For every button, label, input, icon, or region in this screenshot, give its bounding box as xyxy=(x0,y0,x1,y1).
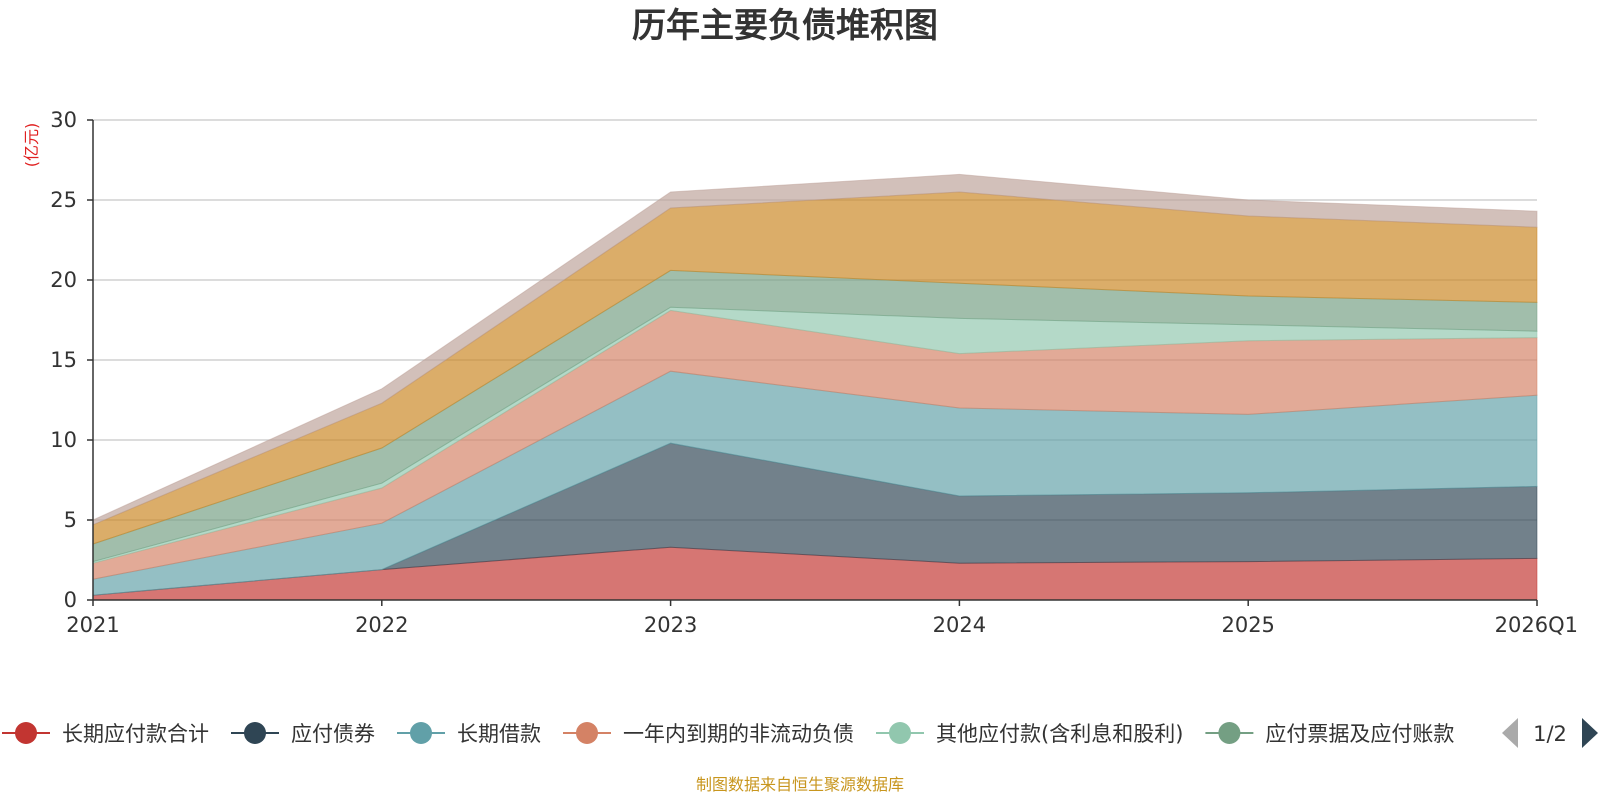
legend-item[interactable]: 长期借款 xyxy=(397,722,541,746)
area-series-group xyxy=(92,173,1538,601)
legend-pager: 1/2 xyxy=(1502,718,1598,748)
legend-page-indicator: 1/2 xyxy=(1533,722,1567,746)
area-series-7[interactable] xyxy=(92,173,1538,526)
y-tick-label: 0 xyxy=(64,588,77,612)
y-tick-label: 25 xyxy=(50,188,77,212)
legend-label: 长期借款 xyxy=(457,722,541,746)
legend-prev-icon[interactable] xyxy=(1502,718,1518,748)
legend: 长期应付款合计 应付债券 长期借款 一年内到期的非流动负债 其他应付款(含利息和股利) 应… xyxy=(2,722,1454,746)
legend-item[interactable]: 其他应付款(含利息和股利) xyxy=(876,722,1183,746)
legend-dot-icon xyxy=(15,722,37,744)
legend-dot-icon xyxy=(410,722,432,744)
y-tick-label: 5 xyxy=(64,508,77,532)
legend-dot-icon xyxy=(244,722,266,744)
chart-title: 历年主要负债堆积图 xyxy=(632,6,938,46)
x-tick-label: 2023 xyxy=(644,613,697,637)
legend-item[interactable]: 应付票据及应付账款 xyxy=(1205,722,1454,746)
legend-label: 长期应付款合计 xyxy=(62,722,209,746)
legend-label: 一年内到期的非流动负债 xyxy=(623,722,854,746)
legend-item[interactable]: 一年内到期的非流动负债 xyxy=(563,722,854,746)
x-tick-label: 2026Q1 xyxy=(1495,613,1578,637)
legend-label: 应付票据及应付账款 xyxy=(1265,722,1454,746)
legend-item[interactable]: 长期应付款合计 xyxy=(2,722,209,746)
legend-items: 长期应付款合计 应付债券 长期借款 一年内到期的非流动负债 其他应付款(含利息和股利) 应… xyxy=(2,722,1454,746)
source-note: 制图数据来自恒生聚源数据库 xyxy=(696,775,904,794)
legend-label: 其他应付款(含利息和股利) xyxy=(936,722,1183,746)
legend-item[interactable]: 应付债券 xyxy=(231,722,375,746)
legend-dot-icon xyxy=(1218,722,1241,744)
x-tick-label: 2021 xyxy=(66,613,119,637)
axes: 2021 2022 2023 2024 2025 2026Q1 xyxy=(66,119,1578,637)
x-tick-label: 2025 xyxy=(1221,613,1274,637)
legend-next-icon[interactable] xyxy=(1582,718,1598,748)
legend-dot-icon xyxy=(576,722,598,744)
x-tick-label: 2024 xyxy=(933,613,986,637)
x-tick-label: 2022 xyxy=(355,613,408,637)
legend-dot-icon xyxy=(889,722,911,744)
y-tick-label: 15 xyxy=(50,348,77,372)
y-tick-label: 30 xyxy=(50,108,77,132)
y-tick-label: 10 xyxy=(50,428,77,452)
legend-label: 应付债券 xyxy=(291,722,375,746)
y-axis-unit: (亿元) xyxy=(22,123,41,168)
y-tick-label: 20 xyxy=(50,268,77,292)
